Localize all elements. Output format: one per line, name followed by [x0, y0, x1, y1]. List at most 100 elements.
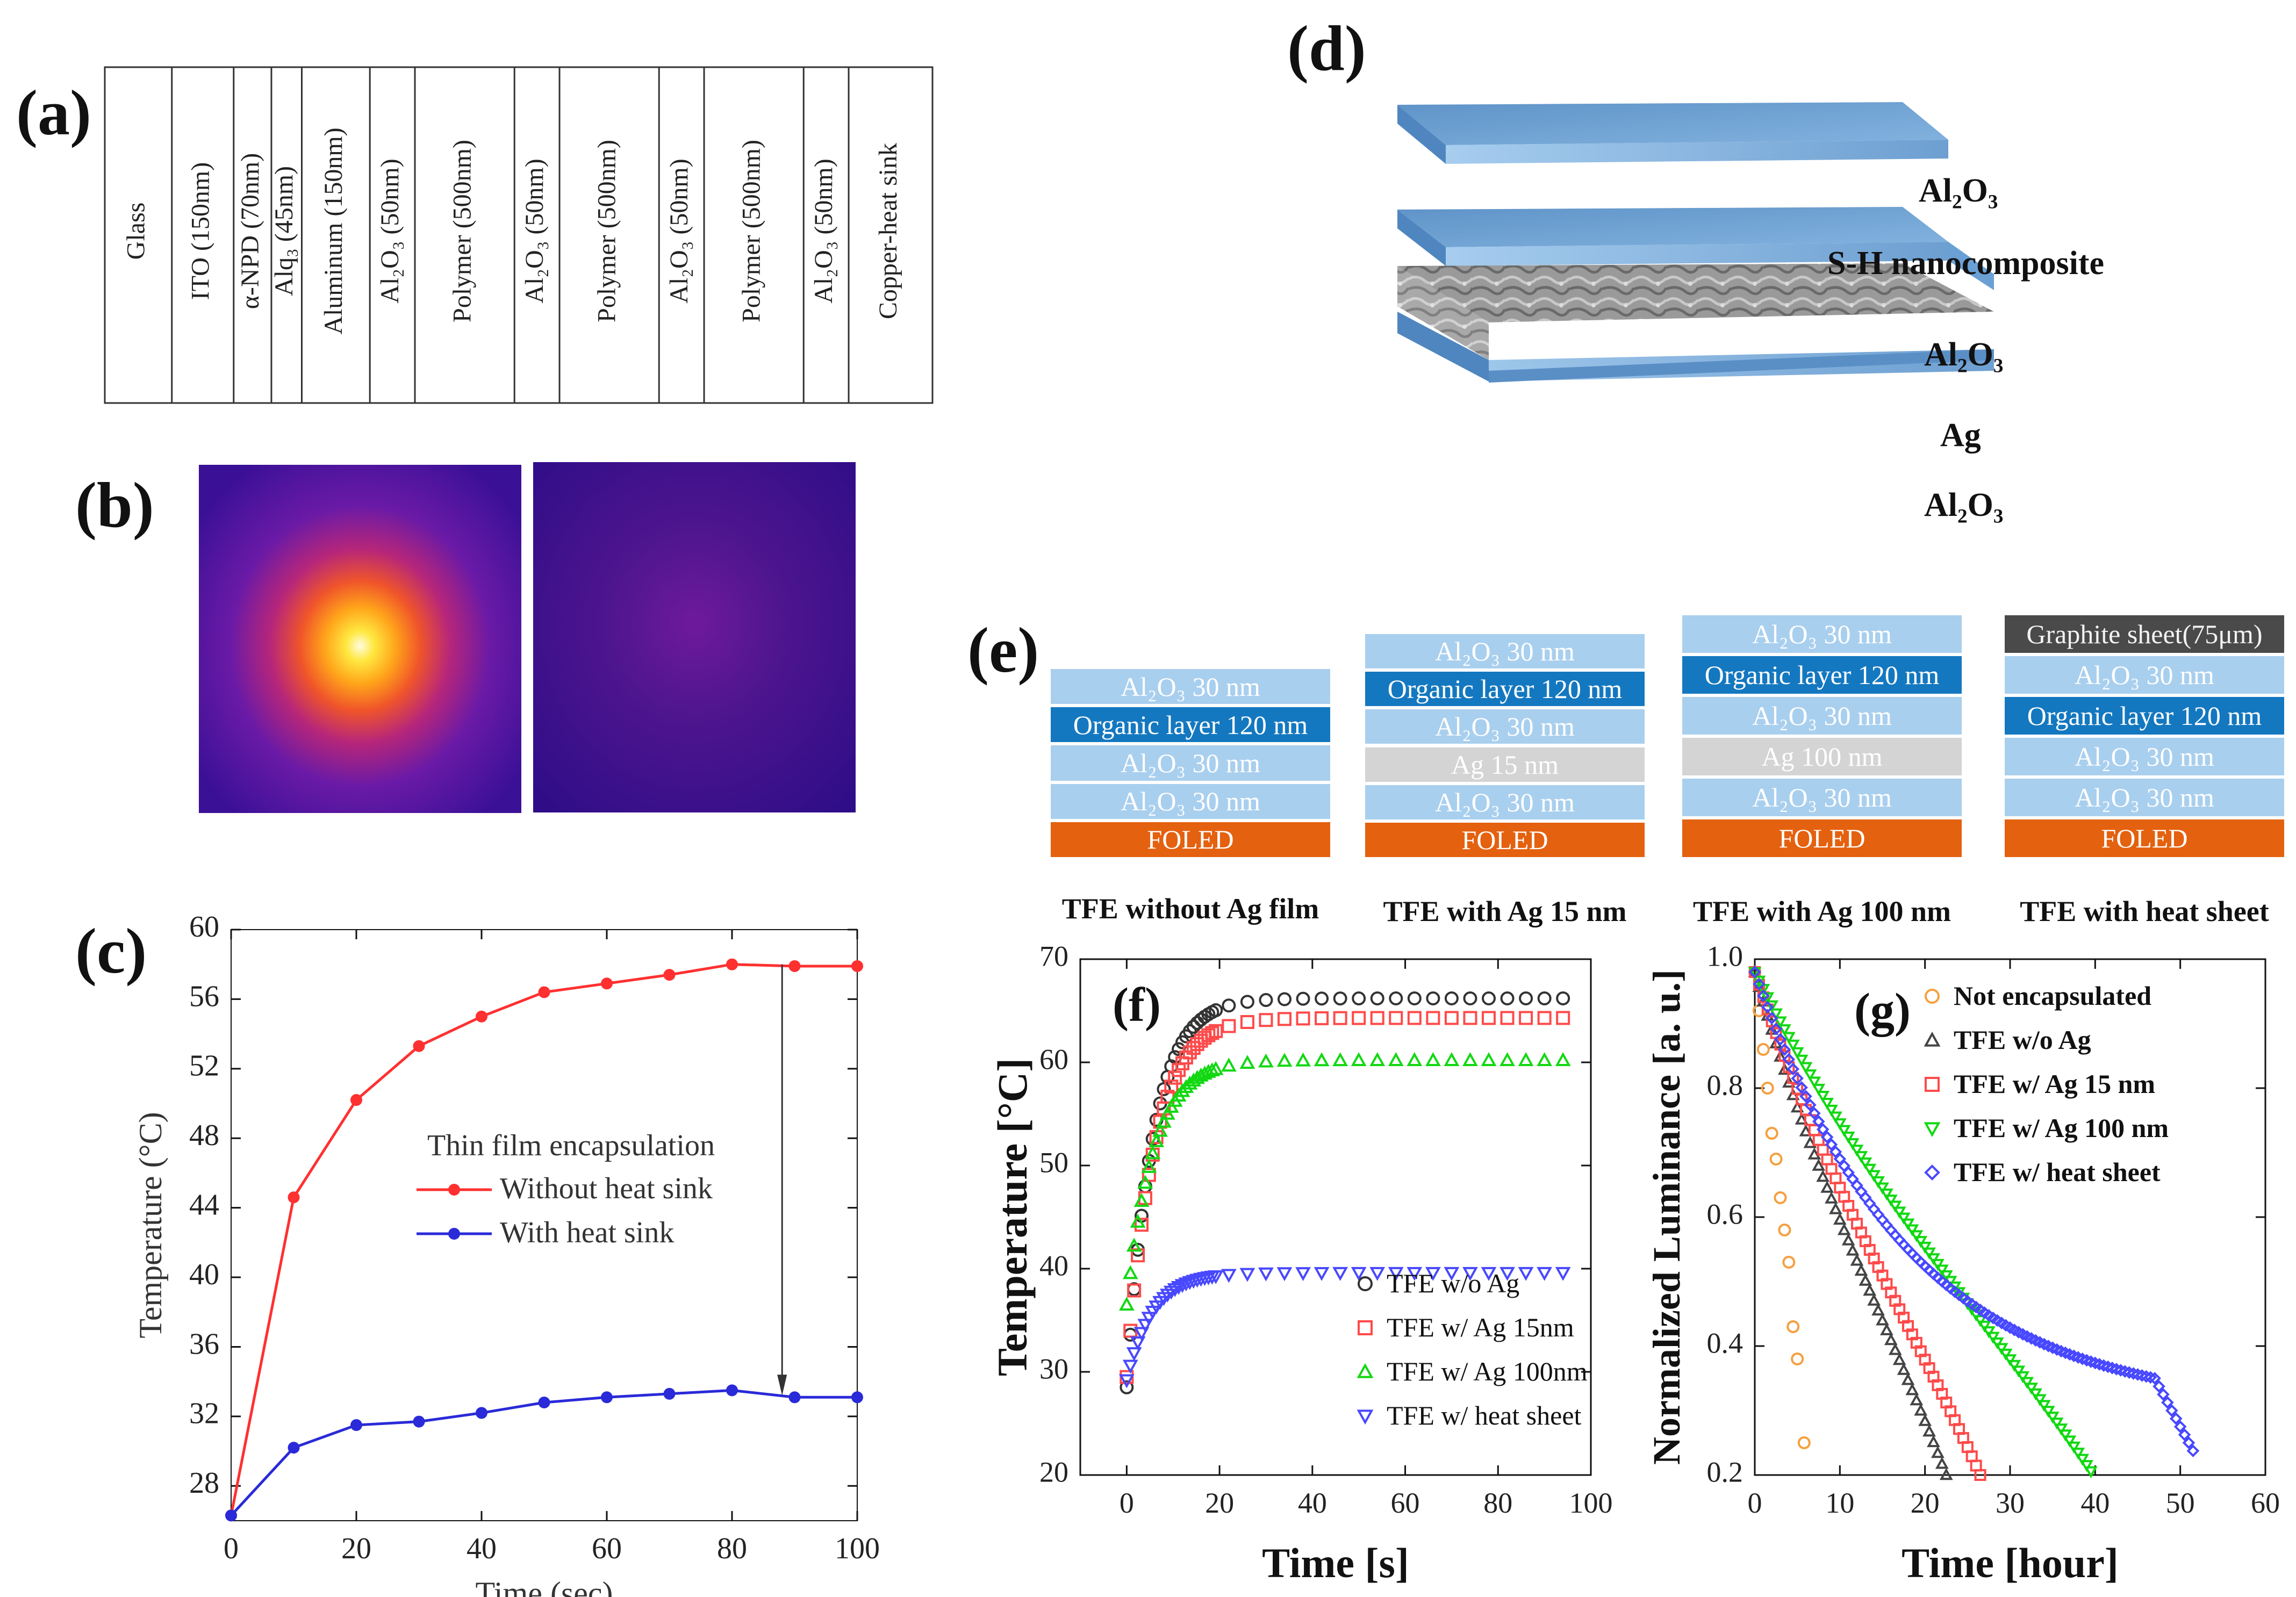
- x-tick-label: 20: [1911, 1487, 1940, 1519]
- stack-layer: Al₂O₃ 30 nm: [2005, 738, 2284, 775]
- y-tick-label: 0.6: [1707, 1198, 1743, 1230]
- data-point: [1871, 1176, 1885, 1189]
- data-point: [1205, 1026, 1219, 1040]
- data-point: [1444, 1011, 1459, 1025]
- legend-label: TFE w/ heat sheet: [1954, 1157, 2161, 1187]
- stack-layer: Graphite sheet(75μm): [2005, 615, 2284, 653]
- data-point: [1927, 1253, 1940, 1265]
- data-point: [1978, 1320, 1991, 1333]
- data-point: [1778, 1224, 1791, 1236]
- stack-layer: Organic layer 120 nm: [1051, 707, 1330, 743]
- data-point: [1239, 1055, 1255, 1069]
- x-tick-label: 0: [1120, 1487, 1134, 1519]
- data-point: [1142, 1168, 1156, 1182]
- data-point: [350, 1419, 362, 1431]
- data-point: [1122, 1265, 1138, 1279]
- data-point: [1812, 1115, 1825, 1128]
- data-point: [1444, 991, 1459, 1005]
- y-tick-label: 28: [189, 1466, 219, 1500]
- data-point: [2046, 1412, 2060, 1424]
- data-point: [1867, 1293, 1881, 1306]
- data-point: [1358, 1276, 1373, 1291]
- stack-layer: Ag 100 nm: [1682, 738, 1962, 775]
- data-point: [2152, 1380, 2165, 1393]
- plot-frame: [231, 929, 858, 1521]
- data-point: [2186, 1444, 2200, 1457]
- y-tick-label: 40: [189, 1258, 219, 1291]
- data-point: [1182, 1045, 1197, 1060]
- data-point: [2016, 1371, 2030, 1384]
- stack-layer: Organic layer 120 nm: [1682, 656, 1962, 694]
- data-point: [1880, 1323, 1893, 1335]
- data-point: [1888, 1343, 1902, 1355]
- data-point: [1825, 1104, 1838, 1117]
- data-point: [1137, 1319, 1153, 1333]
- data-point: [1782, 1256, 1796, 1269]
- stack-layer: Al₂O₃ 30 nm: [1365, 634, 1645, 669]
- data-point: [288, 1191, 300, 1204]
- data-point: [1222, 1019, 1236, 1033]
- data-point: [1258, 1053, 1274, 1068]
- data-point: [1922, 1247, 1936, 1260]
- panel-b-thermal-images: [199, 462, 856, 813]
- data-point: [1156, 1113, 1172, 1128]
- data-point: [1164, 1080, 1179, 1094]
- data-point: [1407, 991, 1422, 1005]
- data-point: [1807, 1076, 1821, 1089]
- x-tick-label: 50: [2166, 1487, 2195, 1519]
- data-point: [1990, 1337, 2004, 1350]
- y-tick-label: 70: [1039, 940, 1068, 972]
- data-point: [1555, 1267, 1571, 1281]
- data-point: [1833, 1118, 1847, 1131]
- stack-caption: TFE with Ag 15 nm: [1383, 895, 1627, 927]
- plot-frame: [1079, 958, 1592, 1476]
- data-point: [1769, 1022, 1783, 1035]
- y-tick-label: 44: [189, 1188, 219, 1221]
- data-point: [2007, 1359, 2021, 1372]
- data-point: [1791, 1353, 1804, 1365]
- data-point: [413, 1415, 425, 1428]
- data-point: [1756, 1043, 1770, 1056]
- x-tick-label: 100: [835, 1532, 880, 1565]
- data-point: [1884, 1333, 1898, 1346]
- data-point: [1141, 1159, 1157, 1173]
- data-point: [1774, 1016, 1787, 1028]
- data-point: [2012, 1365, 2026, 1378]
- y-tick-label: 32: [189, 1397, 219, 1430]
- y-tick-label: 0.4: [1707, 1327, 1743, 1359]
- layer-label: Copper-heat sink: [874, 143, 902, 319]
- data-point: [1859, 1157, 1872, 1170]
- data-point: [1222, 998, 1236, 1013]
- data-point: [1357, 1363, 1374, 1378]
- data-point: [1482, 991, 1496, 1005]
- data-point: [1841, 1233, 1855, 1246]
- data-point: [476, 1010, 487, 1023]
- x-tick-label: 40: [2080, 1487, 2110, 1519]
- y-tick-label: 30: [1039, 1353, 1068, 1385]
- layer-label: ITO (150nm): [186, 162, 214, 300]
- layer-label: Polymer (500nm): [737, 140, 766, 322]
- data-point: [1783, 1061, 1795, 1073]
- data-point: [1500, 991, 1515, 1005]
- data-point: [1296, 1011, 1310, 1026]
- data-point: [2178, 1428, 2191, 1441]
- data-point: [1370, 1011, 1384, 1025]
- chart-c-temperature-vs-time: 0 20 40 60 80 100 28 32 36 40 44 48 52 56 60 Time (sec)…: [133, 910, 880, 1597]
- data-point: [1931, 1445, 1945, 1458]
- layer-label: Al₂O₃ (50nm): [809, 159, 838, 303]
- data-point: [1278, 1012, 1292, 1026]
- data-point: [1892, 1353, 1906, 1365]
- legend-label: TFE w/o Ag: [1954, 1025, 2091, 1055]
- data-point: [1897, 1212, 1911, 1225]
- data-point: [1182, 1276, 1198, 1290]
- data-point: [1240, 1015, 1254, 1029]
- data-point: [1757, 989, 1770, 1002]
- x-tick-label: 80: [717, 1532, 747, 1565]
- data-point: [2033, 1394, 2047, 1406]
- thermal-image-without-heat-sink: [199, 465, 521, 813]
- data-point: [1825, 1138, 1838, 1151]
- x-tick-label: 40: [1298, 1487, 1327, 1519]
- data-point: [1174, 1279, 1190, 1293]
- y-tick-label: 50: [1039, 1146, 1068, 1178]
- legend-label: Without heat sink: [500, 1172, 713, 1205]
